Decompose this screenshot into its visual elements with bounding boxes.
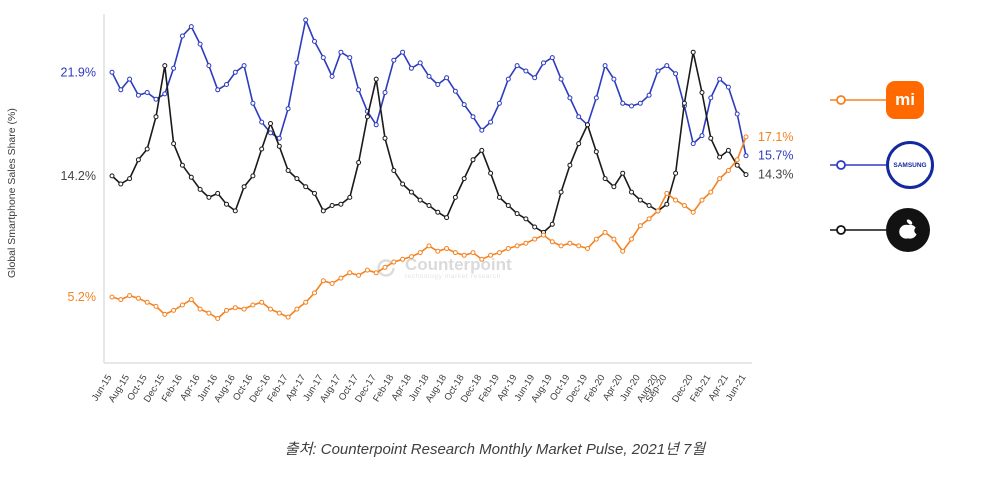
samsung-series [109, 17, 749, 159]
xiaomi-logo-text: mi [895, 90, 915, 109]
xiaomi-line [111, 136, 747, 320]
samsung-line [111, 19, 747, 156]
line-chart: Jun-15Aug-15Oct-15Dec-15Feb-16Apr-16Jun-… [61, 14, 793, 405]
legend-item-samsung: SAMSUNG [828, 139, 934, 191]
apple-legend-marker [830, 225, 886, 235]
xiaomi-legend-marker [830, 95, 886, 105]
samsung-logo-text: SAMSUNG [893, 161, 927, 169]
xiaomi-logo-icon: mi [886, 81, 924, 119]
xiaomi-end-label: 17.1% [758, 130, 793, 144]
apple-series [109, 49, 749, 235]
apple-logo-icon [886, 208, 930, 252]
x-tick-labels: Jun-15Aug-15Oct-15Dec-15Feb-16Apr-16Jun-… [90, 373, 749, 405]
xiaomi-markers [109, 134, 749, 321]
apple-start-label: 14.2% [61, 169, 96, 183]
samsung-legend-marker [830, 160, 886, 170]
watermark-tagline: technology market research [405, 272, 501, 280]
legend: mi SAMSUNG [828, 74, 934, 256]
xiaomi-series [109, 134, 749, 321]
legend-item-apple [828, 204, 934, 256]
xiaomi-start-label: 5.2% [68, 290, 97, 304]
apple-end-label: 14.3% [758, 168, 793, 182]
samsung-start-label: 21.9% [61, 65, 96, 79]
samsung-logo-icon: SAMSUNG [886, 141, 934, 189]
apple-markers [109, 49, 749, 235]
source-caption: 출처: Counterpoint Research Monthly Market… [284, 441, 706, 458]
y-axis-title: Global Smartphone Sales Share (%) [6, 108, 18, 278]
legend-item-xiaomi: mi [828, 74, 934, 126]
watermark-name: Counterpoint [405, 255, 512, 274]
samsung-end-label: 15.7% [758, 149, 793, 163]
